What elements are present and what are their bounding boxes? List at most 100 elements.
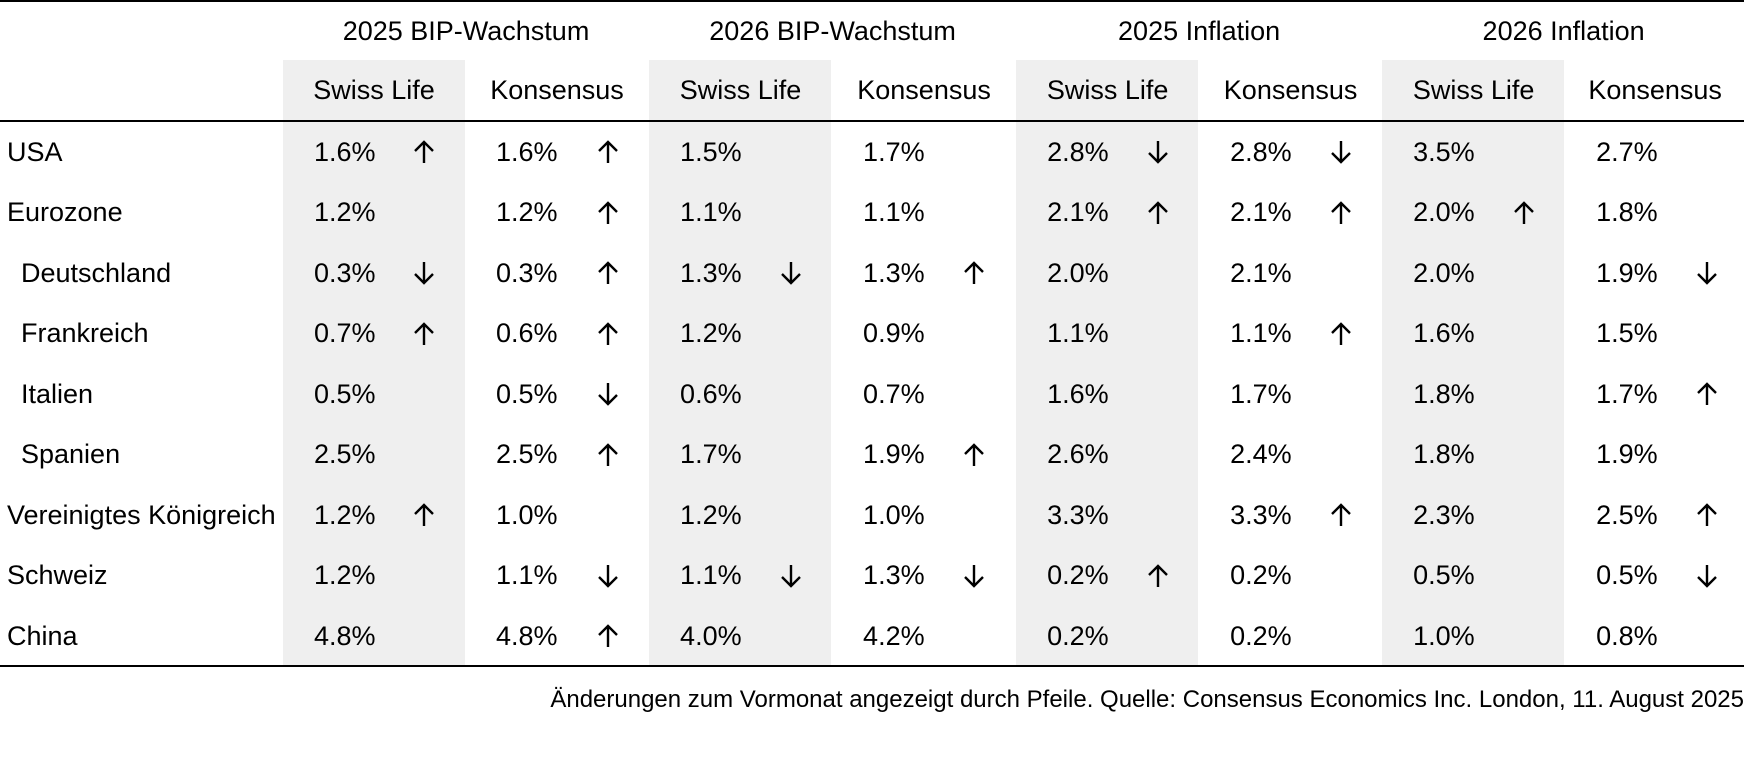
value-cell: 0.2% — [1047, 620, 1109, 651]
arrow-up-icon — [412, 485, 465, 546]
arrow-down-icon — [781, 564, 801, 588]
value-cell: 1.1% — [680, 197, 742, 228]
arrow-up-icon — [1331, 322, 1351, 345]
arrow-down-icon — [1148, 141, 1168, 164]
arrow-up-icon — [1148, 564, 1168, 587]
arrow-up-icon — [962, 425, 1016, 486]
arrow-up-icon — [1695, 485, 1744, 546]
arrow-cell — [1695, 122, 1744, 183]
arrow-cell — [1512, 485, 1565, 546]
table-body: USA 1.6% 1.6% 1.5% 1.7% 2.8% 2.8% 3.5% 2.7% Euroz… — [0, 122, 1744, 667]
arrow-down-icon — [412, 243, 465, 304]
group-header: 2026 BIP-Wachstum — [709, 15, 956, 46]
arrow-cell — [1512, 122, 1565, 183]
value-cell: 0.7% — [863, 378, 925, 409]
arrow-up-icon — [1148, 201, 1168, 224]
arrow-down-icon — [1695, 546, 1744, 607]
arrow-up-icon — [412, 304, 465, 365]
value-cell: 1.0% — [496, 499, 558, 530]
value-cell: 0.6% — [680, 378, 742, 409]
arrow-cell — [779, 606, 832, 667]
value-cell: 4.0% — [680, 620, 742, 651]
value-cell: 1.2% — [680, 499, 742, 530]
arrow-up-icon — [596, 304, 649, 365]
arrow-down-icon — [596, 546, 649, 607]
value-cell: 2.5% — [496, 439, 558, 470]
value-cell: 3.3% — [1230, 499, 1292, 530]
value-cell: 1.7% — [1230, 378, 1292, 409]
arrow-up-icon — [1146, 183, 1199, 244]
arrow-up-icon — [598, 322, 618, 345]
table-row: China 4.8% 4.8% 4.0% 4.2% 0.2% 0.2% 1.0% 0.8% — [0, 606, 1744, 667]
value-cell: 2.0% — [1413, 257, 1475, 288]
value-cell: 1.8% — [1413, 439, 1475, 470]
value-cell: 2.1% — [1230, 197, 1292, 228]
arrow-cell — [779, 183, 832, 244]
table-row: Deutschland 0.3% 0.3% 1.3% 1.3% 2.0% 2.1% 2.0% 1… — [0, 243, 1744, 304]
swisslife-band — [283, 60, 465, 667]
arrow-up-icon — [962, 243, 1016, 304]
value-cell: 0.6% — [496, 318, 558, 349]
arrow-up-icon — [598, 443, 618, 466]
value-cell: 0.2% — [1047, 560, 1109, 591]
arrow-cell — [1146, 304, 1199, 365]
arrow-cell — [1146, 364, 1199, 425]
value-cell: 1.3% — [680, 257, 742, 288]
arrow-cell — [779, 425, 832, 486]
value-cell: 1.6% — [1047, 378, 1109, 409]
arrow-cell — [1695, 425, 1744, 486]
value-cell: 1.1% — [680, 560, 742, 591]
arrow-up-icon — [1695, 364, 1744, 425]
arrow-down-icon — [1329, 122, 1382, 183]
arrow-cell — [1146, 485, 1199, 546]
value-cell: 1.8% — [1596, 197, 1658, 228]
table-row: USA 1.6% 1.6% 1.5% 1.7% 2.8% 2.8% 3.5% 2.7% — [0, 122, 1744, 183]
value-cell: 1.7% — [1596, 378, 1658, 409]
forecast-table: 2025 BIP-Wachstum 2026 BIP-Wachstum 2025… — [0, 2, 1744, 667]
arrow-down-icon — [414, 262, 434, 285]
value-cell: 0.7% — [314, 318, 376, 349]
value-cell: 1.9% — [1596, 439, 1658, 470]
arrow-up-icon — [596, 425, 649, 486]
value-cell: 2.1% — [1230, 257, 1292, 288]
arrow-cell — [962, 485, 1016, 546]
arrow-down-icon — [964, 564, 984, 588]
sub-header-konsensus: Konsensus — [1223, 74, 1358, 105]
value-cell: 0.8% — [1596, 620, 1658, 651]
value-cell: 0.2% — [1230, 620, 1292, 651]
value-cell: 2.0% — [1413, 197, 1475, 228]
arrow-cell — [596, 485, 649, 546]
arrow-down-icon — [1697, 564, 1717, 588]
value-cell: 2.4% — [1230, 439, 1292, 470]
sub-header-swisslife: Swiss Life — [679, 74, 802, 105]
arrow-cell — [1512, 546, 1565, 607]
value-cell: 0.5% — [1413, 560, 1475, 591]
arrow-cell — [1512, 606, 1565, 667]
sub-header-row: Swiss Life Konsensus Swiss Life Konsensu… — [0, 60, 1744, 120]
arrow-down-icon — [598, 564, 618, 588]
arrow-up-icon — [1697, 382, 1717, 406]
value-cell: 2.8% — [1047, 136, 1109, 167]
arrow-up-icon — [964, 443, 984, 466]
value-cell: 1.1% — [496, 560, 558, 591]
sub-header-swisslife: Swiss Life — [1412, 74, 1535, 105]
value-cell: 0.9% — [863, 318, 925, 349]
corner-cell — [0, 60, 283, 120]
arrow-cell — [1512, 364, 1565, 425]
value-cell: 1.6% — [1413, 318, 1475, 349]
arrow-cell — [1146, 425, 1199, 486]
value-cell: 1.7% — [680, 439, 742, 470]
value-cell: 1.2% — [314, 560, 376, 591]
value-cell: 1.8% — [1413, 378, 1475, 409]
arrow-down-icon — [598, 383, 618, 406]
value-cell: 0.5% — [496, 378, 558, 409]
arrow-up-icon — [598, 624, 618, 648]
arrow-cell — [779, 485, 832, 546]
table-row: Schweiz 1.2% 1.1% 1.1% 1.3% 0.2% 0.2% 0.5% 0.5% — [0, 546, 1744, 607]
sub-header-swisslife: Swiss Life — [1046, 74, 1169, 105]
value-cell: 1.5% — [680, 136, 742, 167]
value-cell: 2.6% — [1047, 439, 1109, 470]
table-row: Vereinigtes Königreich 1.2% 1.0% 1.2% 1.0% 3.… — [0, 485, 1744, 546]
group-header: 2025 BIP-Wachstum — [342, 15, 590, 46]
arrow-up-icon — [1329, 183, 1382, 244]
